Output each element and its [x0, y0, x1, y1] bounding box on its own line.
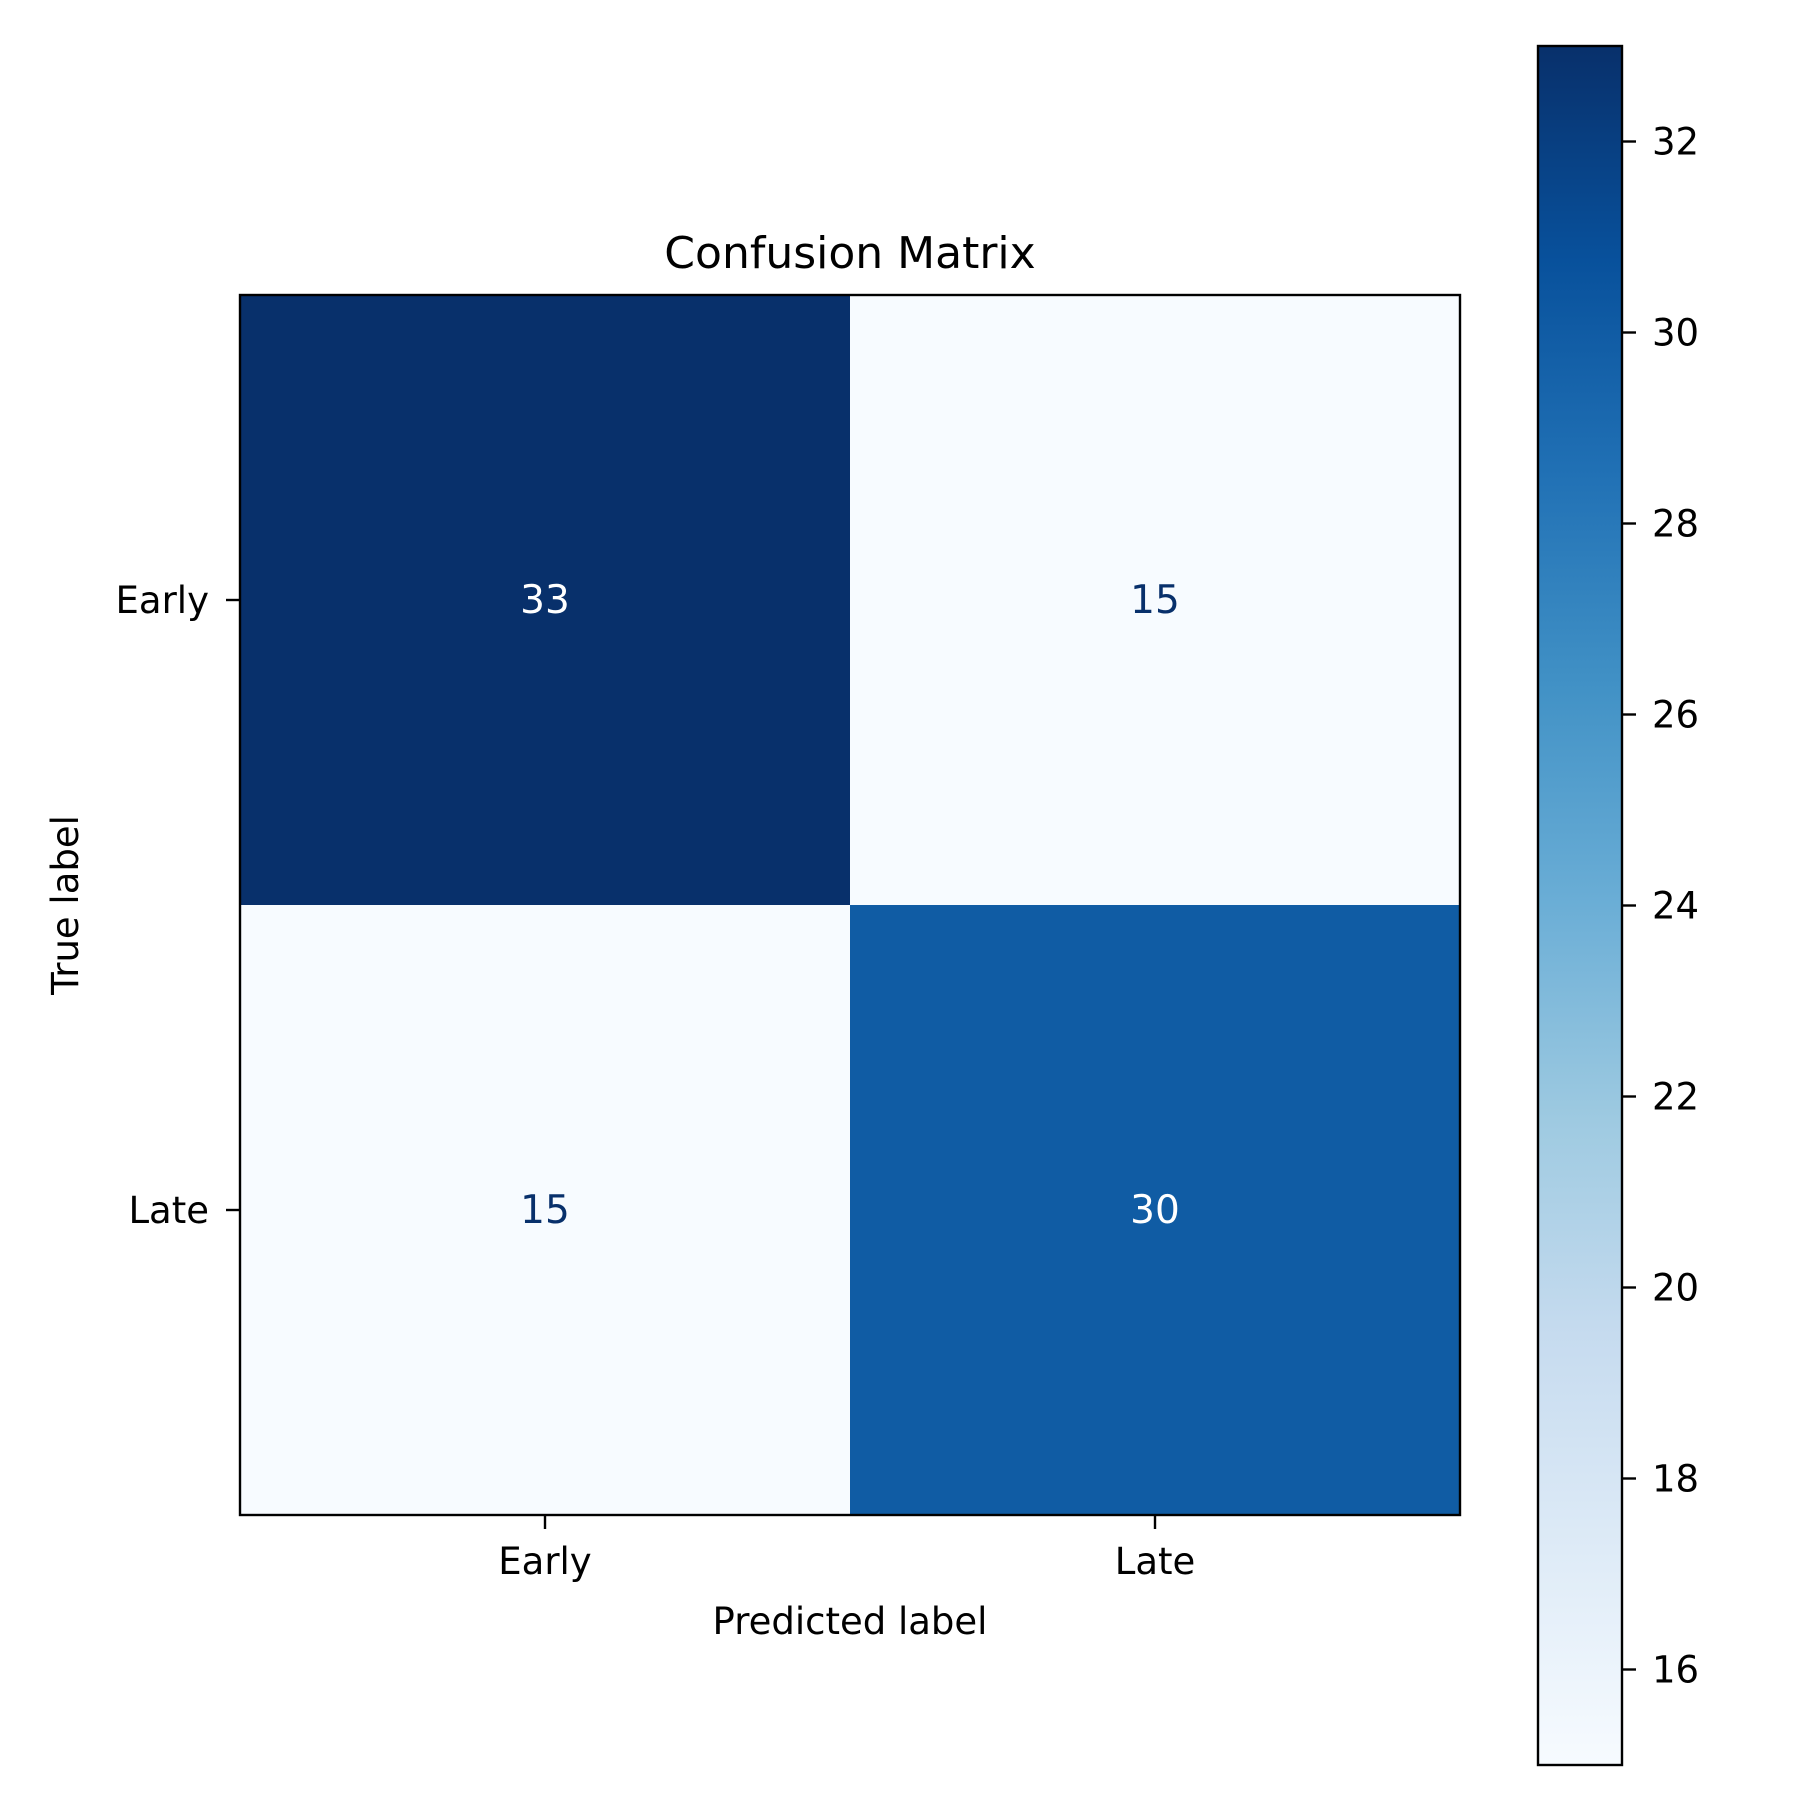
cell-value-label: 15	[1130, 578, 1180, 623]
colorbar-tick-label: 30	[1652, 312, 1699, 355]
colorbar-tick-label: 28	[1652, 503, 1699, 546]
cell-value-label: 30	[1130, 1188, 1180, 1233]
colorbar-gradient	[1538, 46, 1622, 1765]
colorbar-tick-label: 22	[1652, 1076, 1699, 1119]
heatmap-cell	[850, 905, 1461, 1516]
x-tick-label: Early	[498, 1540, 591, 1583]
plot-frame	[238, 293, 1462, 1517]
heatmap-cell	[850, 295, 1461, 906]
colorbar-tick-label: 26	[1652, 694, 1699, 737]
y-tick-label: Late	[128, 1189, 209, 1232]
colorbar-tick-label: 18	[1652, 1458, 1699, 1501]
colorbar-ticks: 16 18 20 22 24 26 28 30 32	[1622, 121, 1699, 1692]
heatmap-cells: 33 15 15 30	[240, 295, 1461, 1516]
cell-value-label: 33	[520, 578, 570, 623]
colorbar-tick-label: 24	[1652, 885, 1699, 928]
chart-title: Confusion Matrix	[664, 228, 1035, 279]
y-axis-label: True label	[44, 815, 87, 996]
heatmap-cell	[240, 295, 851, 906]
x-tick-label: Late	[1115, 1540, 1196, 1583]
colorbar-tick-label: 20	[1652, 1267, 1699, 1310]
colorbar-tick-label: 16	[1652, 1649, 1699, 1692]
y-tick-label: Early	[116, 579, 209, 622]
heatmap-cell	[240, 905, 851, 1516]
x-axis-label: Predicted label	[713, 1600, 988, 1643]
axis-ticks: Early Late Early Late	[116, 579, 1196, 1583]
cell-value-label: 15	[520, 1188, 570, 1233]
colorbar-tick-label: 32	[1652, 121, 1699, 164]
